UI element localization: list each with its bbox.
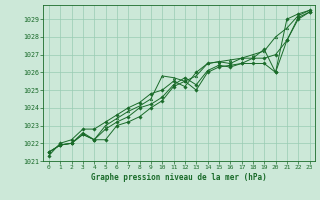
X-axis label: Graphe pression niveau de la mer (hPa): Graphe pression niveau de la mer (hPa) (91, 173, 267, 182)
